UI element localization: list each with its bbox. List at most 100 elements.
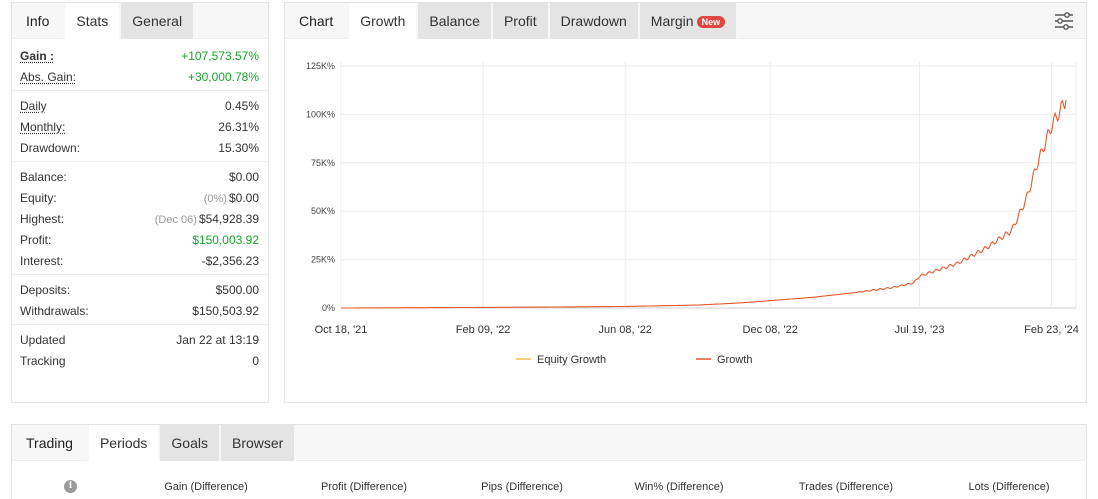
- column-header-gain-difference[interactable]: Gain (Difference): [164, 481, 248, 493]
- column-header-trades-difference[interactable]: Trades (Difference): [798, 481, 894, 493]
- tab-periods-goals[interactable]: Goals: [160, 425, 221, 461]
- stat-value: 15.30%: [218, 141, 259, 155]
- column-header-win-difference[interactable]: Win% (Difference): [634, 481, 724, 493]
- stat-label: Drawdown:: [20, 140, 81, 155]
- stat-value-text: 15.30%: [218, 140, 259, 155]
- tab-chart-margin[interactable]: Margin New: [639, 3, 739, 39]
- stat-value: $150,003.92: [192, 233, 259, 247]
- stat-label: Equity:: [20, 190, 57, 205]
- stats-tabbar: Info Stats General: [12, 3, 268, 39]
- stat-label: Updated: [20, 332, 66, 347]
- stats-group: Daily 0.45% Monthly: 26.31% Drawdown: 15.30%: [12, 91, 268, 161]
- tab-stats-info[interactable]: Info: [12, 3, 66, 39]
- stat-value: -$2,356.23: [202, 254, 259, 268]
- stat-row-monthly: Monthly: 26.31%: [12, 116, 268, 137]
- stat-value-text: $150,503.92: [192, 303, 259, 318]
- stats-group: Updated Jan 22 at 13:19 Tracking 0: [12, 325, 268, 374]
- column-header-profit-difference[interactable]: Profit (Difference): [321, 481, 407, 493]
- tab-label: Stats: [76, 13, 109, 29]
- growth-series-line: [341, 99, 1067, 309]
- tab-label: Drawdown: [560, 13, 627, 29]
- stat-value: (Dec 06) $54,928.39: [155, 212, 259, 226]
- x-tick-label: Jun 08, '22: [598, 324, 651, 336]
- chart-tabbar: Chart Growth Balance Profit Drawdown Margin Ne…: [285, 3, 1086, 39]
- stat-value-text: -$2,356.23: [201, 253, 259, 268]
- stat-value: 0.45%: [225, 99, 259, 113]
- stat-value-text: $0.00: [228, 169, 259, 184]
- stat-row-daily: Daily 0.45%: [12, 95, 268, 116]
- y-tick-label: 75K%: [311, 158, 335, 168]
- tab-periods-browser[interactable]: Browser: [221, 425, 297, 461]
- stat-label: Balance:: [20, 169, 67, 184]
- y-tick-label: 25K%: [311, 255, 335, 265]
- divider: [12, 161, 268, 162]
- sliders-icon[interactable]: [1054, 11, 1074, 31]
- stat-row-deposits: Deposits: $500.00: [12, 279, 268, 300]
- stat-value-text: $150,003.92: [192, 232, 259, 247]
- stat-row-gain: Gain : +107,573.57%: [12, 45, 268, 66]
- stat-value: Jan 22 at 13:19: [176, 333, 259, 347]
- legend-entry-growth: Growth: [717, 354, 752, 366]
- tab-label: Goals: [171, 435, 208, 451]
- tab-chart-drawdown[interactable]: Drawdown: [549, 3, 640, 39]
- tab-stats-stats[interactable]: Stats: [65, 3, 122, 39]
- stat-label[interactable]: Daily: [20, 98, 47, 113]
- stat-row-abs-gain: Abs. Gain: +30,000.78%: [12, 66, 268, 87]
- stat-value-text: $500.00: [215, 282, 259, 297]
- stat-row-interest: Interest: -$2,356.23: [12, 250, 268, 271]
- stat-row-balance: Balance: $0.00: [12, 166, 268, 187]
- stat-value-text: 0.45%: [224, 98, 259, 113]
- growth-chart: 0% 25K% 50K% 75K% 100K% 125K% Oct 18, '21 Feb 0…: [306, 61, 1079, 366]
- chart-panel: Chart Growth Balance Profit Drawdown Margin Ne…: [284, 2, 1087, 403]
- tab-label: Periods: [99, 435, 148, 451]
- legend-entry-equity-growth: Equity Growth: [537, 354, 606, 366]
- new-badge: New: [696, 16, 726, 28]
- stats-panel: Info Stats General Gain : +107,573.57% Abs. …: [11, 2, 269, 403]
- stat-row-drawdown: Drawdown: 15.30%: [12, 137, 268, 158]
- stat-label[interactable]: Monthly:: [20, 119, 66, 134]
- x-tick-label: Feb 09, '22: [456, 324, 511, 336]
- periods-tabbar: Trading Periods Goals Browser: [12, 425, 1086, 461]
- info-icon[interactable]: i: [64, 480, 77, 493]
- y-tick-label: 0%: [322, 303, 335, 313]
- tab-chart-profit[interactable]: Profit: [492, 3, 550, 39]
- stat-label: Highest:: [20, 211, 65, 226]
- tab-chart-growth[interactable]: Growth: [349, 3, 419, 39]
- stat-value-text: 0: [252, 353, 259, 368]
- stats-list: Gain : +107,573.57% Abs. Gain: +30,000.78% D…: [12, 39, 268, 374]
- stat-label: Profit:: [20, 232, 52, 247]
- tab-label: Info: [26, 13, 50, 29]
- tab-periods-periods[interactable]: Periods: [88, 425, 161, 461]
- periods-table-header: i Gain (Difference) Profit (Difference) Pi…: [12, 477, 1088, 497]
- tab-periods-trading[interactable]: Trading: [12, 425, 89, 461]
- tab-label: Chart: [299, 13, 334, 29]
- tab-label: Balance: [429, 13, 480, 29]
- stat-value-prefix: (Dec 06): [154, 213, 197, 226]
- tab-label: Browser: [232, 435, 284, 451]
- stat-value-text: +107,573.57%: [181, 48, 259, 63]
- stat-row-profit: Profit: $150,003.92: [12, 229, 268, 250]
- tab-label: Growth: [360, 13, 406, 29]
- x-tick-label: Jul 19, '23: [895, 324, 945, 336]
- stats-group: Deposits: $500.00 Withdrawals: $150,503.92: [12, 275, 268, 324]
- stat-value: 26.31%: [218, 120, 259, 134]
- stats-group: Gain : +107,573.57% Abs. Gain: +30,000.78%: [12, 42, 268, 90]
- tab-chart-balance[interactable]: Balance: [418, 3, 493, 39]
- stat-label[interactable]: Gain :: [20, 48, 55, 63]
- column-header-pips-difference[interactable]: Pips (Difference): [481, 481, 563, 493]
- stat-row-withdrawals: Withdrawals: $150,503.92: [12, 300, 268, 321]
- stat-value: $0.00: [229, 170, 259, 184]
- tab-stats-general[interactable]: General: [121, 3, 196, 39]
- stat-label: Tracking: [20, 353, 66, 368]
- stats-group: Balance: $0.00 Equity: (0%) $0.00 Highest: (De…: [12, 162, 268, 274]
- periods-panel: Trading Periods Goals Browser i Gain (Diffe…: [11, 424, 1087, 499]
- stat-label[interactable]: Abs. Gain:: [20, 69, 77, 84]
- tab-chart-chart[interactable]: Chart: [285, 3, 350, 39]
- stat-value-prefix: (0%): [203, 192, 227, 205]
- stat-row-updated: Updated Jan 22 at 13:19: [12, 329, 268, 350]
- stat-value-text: 26.31%: [218, 119, 259, 134]
- column-header-lots-difference[interactable]: Lots (Difference): [968, 481, 1050, 493]
- stat-row-tracking: Tracking 0: [12, 350, 268, 371]
- x-tick-label: Dec 08, '22: [743, 324, 798, 336]
- x-tick-label: Oct 18, '21: [315, 324, 368, 336]
